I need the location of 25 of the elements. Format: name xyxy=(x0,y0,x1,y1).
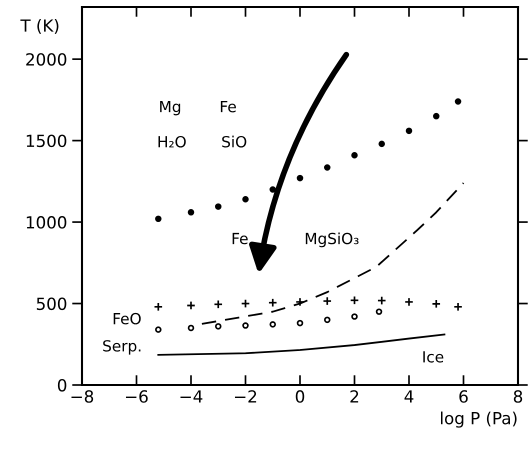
y-axis-title: T (K) xyxy=(20,18,58,34)
annotation: MgSiO₃ xyxy=(306,232,359,248)
annotation: SiO xyxy=(222,136,246,148)
x-tick-label: 8 xyxy=(514,390,522,403)
annotation: Fe xyxy=(220,101,236,112)
y-tick-label: 500 xyxy=(36,297,66,310)
y-tick-label: 1000 xyxy=(26,216,66,229)
y-tick-label: 2000 xyxy=(26,53,66,66)
annotation: Serp. xyxy=(103,340,140,355)
x-tick-label: 2 xyxy=(350,390,358,403)
annotation: Fe xyxy=(232,232,248,244)
x-tick-label: 4 xyxy=(404,390,414,403)
x-tick-label: 0 xyxy=(296,390,304,403)
y-tick-label: 0 xyxy=(58,378,66,392)
x-axis-title: log P (Pa) xyxy=(441,412,517,428)
x-tick-label: −4 xyxy=(180,390,202,403)
annotation: FeO xyxy=(114,312,141,324)
x-tick-label: 6 xyxy=(459,390,468,403)
x-tick-label: −8 xyxy=(71,390,94,403)
x-tick-label: −6 xyxy=(126,390,148,403)
annotation: H₂O xyxy=(158,136,186,148)
annotation: Ice xyxy=(423,351,444,363)
x-tick-label: −2 xyxy=(234,390,256,403)
annotation: Mg xyxy=(160,101,180,116)
y-tick-label: 1500 xyxy=(26,134,66,148)
